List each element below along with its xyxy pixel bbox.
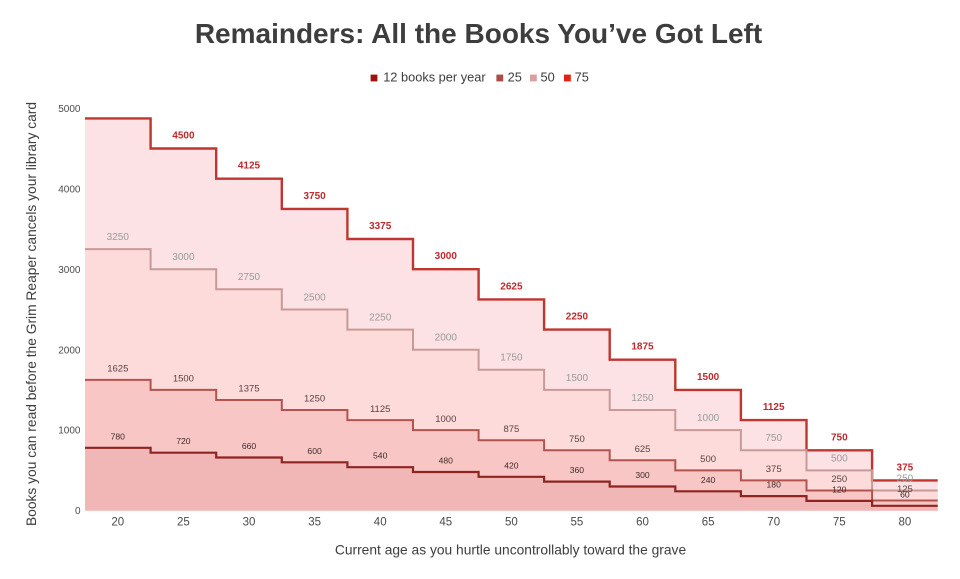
svg-text:4500: 4500 <box>172 131 195 142</box>
svg-text:75: 75 <box>575 69 589 84</box>
svg-text:2250: 2250 <box>566 312 589 323</box>
svg-text:20: 20 <box>111 517 124 529</box>
svg-text:1000: 1000 <box>58 426 81 437</box>
svg-text:60: 60 <box>636 517 649 529</box>
svg-text:2000: 2000 <box>58 345 81 356</box>
svg-text:480: 480 <box>439 456 454 466</box>
svg-text:3000: 3000 <box>172 252 195 263</box>
svg-text:2625: 2625 <box>500 281 523 292</box>
svg-text:540: 540 <box>373 451 388 461</box>
svg-text:25: 25 <box>508 69 522 84</box>
svg-text:500: 500 <box>831 453 848 464</box>
svg-text:2000: 2000 <box>435 333 458 344</box>
svg-text:2250: 2250 <box>369 313 392 324</box>
svg-text:600: 600 <box>307 446 322 456</box>
svg-text:420: 420 <box>504 460 519 470</box>
svg-text:180: 180 <box>767 480 782 490</box>
svg-text:2750: 2750 <box>238 272 261 283</box>
svg-text:75: 75 <box>833 517 846 529</box>
svg-text:4000: 4000 <box>58 184 81 195</box>
svg-text:1000: 1000 <box>697 413 720 424</box>
svg-text:30: 30 <box>243 517 256 529</box>
svg-text:1875: 1875 <box>631 342 654 353</box>
svg-text:375: 375 <box>897 462 914 473</box>
svg-text:1000: 1000 <box>435 414 456 425</box>
svg-text:250: 250 <box>831 474 847 485</box>
svg-text:Current age as you hurtle unco: Current age as you hurtle uncontrollably… <box>335 543 687 558</box>
svg-text:1250: 1250 <box>304 394 325 405</box>
svg-text:750: 750 <box>831 432 848 443</box>
svg-text:4125: 4125 <box>238 161 261 172</box>
svg-text:750: 750 <box>765 433 782 444</box>
svg-text:55: 55 <box>571 517 584 529</box>
svg-text:240: 240 <box>701 475 716 485</box>
svg-text:720: 720 <box>176 436 191 446</box>
svg-text:250: 250 <box>897 473 914 484</box>
svg-text:500: 500 <box>700 454 716 465</box>
svg-text:1500: 1500 <box>173 374 194 385</box>
svg-text:0: 0 <box>75 506 81 517</box>
svg-text:2500: 2500 <box>303 292 326 303</box>
svg-text:625: 625 <box>635 444 651 455</box>
svg-text:3250: 3250 <box>107 232 130 243</box>
svg-text:60: 60 <box>900 489 910 499</box>
svg-text:300: 300 <box>635 470 650 480</box>
svg-text:1125: 1125 <box>763 402 785 413</box>
svg-text:3750: 3750 <box>303 191 326 202</box>
svg-text:Books you can read before the: Books you can read before the Grim Reape… <box>24 102 39 526</box>
svg-text:12 books per year: 12 books per year <box>383 69 486 84</box>
svg-text:80: 80 <box>899 517 912 529</box>
svg-text:1125: 1125 <box>370 404 390 415</box>
svg-text:50: 50 <box>541 69 555 84</box>
svg-text:1500: 1500 <box>566 373 589 384</box>
svg-text:3000: 3000 <box>435 251 458 262</box>
svg-text:35: 35 <box>308 517 321 529</box>
svg-text:660: 660 <box>242 441 257 451</box>
svg-text:1625: 1625 <box>107 364 128 375</box>
svg-text:3000: 3000 <box>58 265 81 276</box>
svg-text:120: 120 <box>832 484 847 494</box>
svg-text:3375: 3375 <box>369 221 392 232</box>
svg-text:Remainders: All the Books You’: Remainders: All the Books You’ve Got Lef… <box>195 18 762 49</box>
svg-text:45: 45 <box>439 517 452 529</box>
svg-text:875: 875 <box>503 424 519 435</box>
svg-text:375: 375 <box>766 464 782 475</box>
svg-text:125: 125 <box>897 484 913 495</box>
svg-text:70: 70 <box>767 517 780 529</box>
svg-text:65: 65 <box>702 517 715 529</box>
svg-text:1750: 1750 <box>500 353 523 364</box>
svg-text:5000: 5000 <box>58 104 81 115</box>
svg-text:50: 50 <box>505 517 518 529</box>
svg-text:750: 750 <box>569 434 585 445</box>
svg-text:25: 25 <box>177 517 190 529</box>
svg-text:1250: 1250 <box>631 393 654 404</box>
svg-text:780: 780 <box>111 431 126 441</box>
svg-text:360: 360 <box>570 465 585 475</box>
svg-text:1375: 1375 <box>238 384 259 395</box>
svg-text:1500: 1500 <box>697 372 720 383</box>
svg-text:40: 40 <box>374 517 387 529</box>
